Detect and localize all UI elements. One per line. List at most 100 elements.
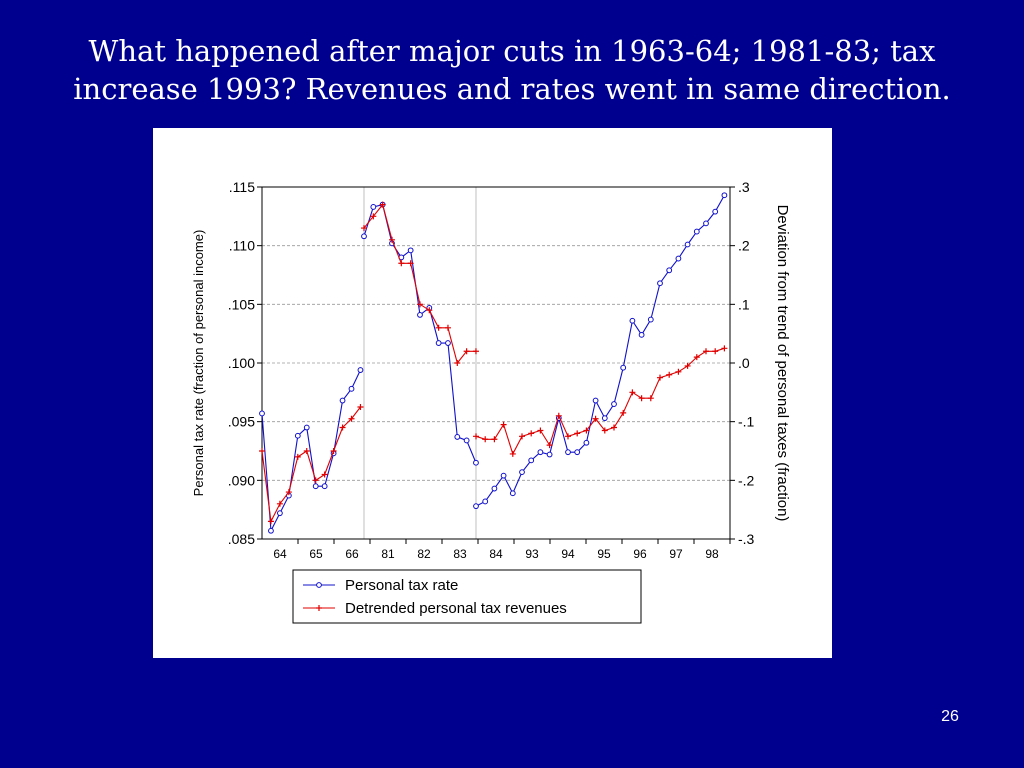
right-tick-label: .0 xyxy=(738,355,750,371)
detrended-revenue-point xyxy=(370,213,377,220)
detrended-revenue-point xyxy=(435,324,442,331)
tax-rate-point xyxy=(312,483,319,490)
detrended-revenue-point xyxy=(546,442,553,449)
detrended-revenue-point xyxy=(565,433,571,440)
tax-rate-point xyxy=(519,469,525,476)
detrended-revenue-point xyxy=(482,436,489,443)
tax-rate-point xyxy=(703,220,709,227)
detrended-revenue-point xyxy=(555,412,562,419)
detrended-revenue-point xyxy=(583,427,590,434)
tax-rate-point xyxy=(721,192,728,199)
page-number: 26 xyxy=(941,708,959,725)
tax-rate-line-segment xyxy=(475,194,725,507)
tax-rate-point xyxy=(348,385,355,392)
tax-rate-point xyxy=(592,397,599,404)
x-tick-label: 65 xyxy=(309,547,323,561)
tax-rate-point xyxy=(370,204,377,210)
detrended-revenue-point xyxy=(712,348,719,355)
x-tick-label: 95 xyxy=(597,547,611,561)
tax-rate-point xyxy=(339,397,346,404)
tax-rate-line-segment xyxy=(363,203,477,463)
legend-swatch-marker xyxy=(316,605,322,611)
chart-panel: .115 .110 .105 .100 .095 .090 .085 .3 .2 .1 .0 -.1 -… xyxy=(153,128,832,658)
tax-rate-point xyxy=(407,247,414,254)
x-tick-label: 81 xyxy=(381,547,395,561)
tax-rate-point xyxy=(546,451,553,458)
detrended-revenue-point xyxy=(620,409,627,416)
tax-rate-line-segment xyxy=(261,369,361,533)
tax-rate-point xyxy=(277,510,283,517)
detrended-revenue-point xyxy=(398,260,405,267)
detrended-revenue-point xyxy=(294,453,301,460)
tax-rate-point xyxy=(491,485,498,492)
detrended-revenue-point xyxy=(454,360,461,366)
detrended-revenue-point xyxy=(472,348,479,355)
tax-rate-point xyxy=(666,267,673,274)
detrended-revenue-point xyxy=(537,427,544,434)
detrended-revenue-point xyxy=(259,448,265,454)
tax-rate-point xyxy=(435,340,442,346)
tax-rate-point xyxy=(611,401,617,407)
tax-rate-point xyxy=(565,449,571,456)
right-tick-label: .1 xyxy=(738,296,750,312)
detrended-revenue-point xyxy=(721,345,728,352)
right-tick-label: -.3 xyxy=(738,531,755,547)
tax-rate-point xyxy=(268,527,274,534)
tax-rate-point xyxy=(638,331,645,338)
detrended-revenue-point xyxy=(647,395,654,402)
detrended-revenue-point xyxy=(519,433,525,440)
detrended-revenue-point xyxy=(276,500,283,507)
detrended-revenue-point xyxy=(330,448,337,454)
left-tick-label: .090 xyxy=(228,472,255,488)
detrended-revenue-point xyxy=(303,448,310,454)
tax-rate-point xyxy=(445,340,451,346)
right-axis-label: Deviation from trend of personal taxes (… xyxy=(774,205,791,522)
tax-rate-point xyxy=(482,498,489,505)
left-tick-label: .085 xyxy=(228,531,255,547)
tax-rate-point xyxy=(473,459,479,466)
detrended-revenue-point xyxy=(491,436,498,443)
x-tick-label: 96 xyxy=(633,547,647,561)
detrended-revenue-point xyxy=(267,518,274,525)
detrended-revenue-point xyxy=(657,374,663,381)
detrended-revenue-point xyxy=(339,424,346,431)
x-tick-label: 83 xyxy=(453,547,467,561)
left-axis-label: Personal tax rate (fraction of personal … xyxy=(191,230,206,497)
right-tick-label: .3 xyxy=(738,179,750,195)
slide-title-line-2: increase 1993? Revenues and rates went i… xyxy=(73,72,951,106)
tax-rate-point xyxy=(684,241,691,248)
detrended-revenue-point xyxy=(444,324,451,331)
tax-rate-point xyxy=(361,233,367,240)
detrended-revenue-point xyxy=(528,430,535,437)
x-tick-label: 98 xyxy=(705,547,719,561)
tax-rate-point xyxy=(620,364,627,371)
x-tick-label: 93 xyxy=(525,547,539,561)
legend-label: Detrended personal tax revenues xyxy=(345,600,567,617)
slide-title: What happened after major cuts in 1963-6… xyxy=(40,32,984,108)
right-tick-label: -.1 xyxy=(738,414,755,430)
detrended-revenue-line-segment xyxy=(363,203,476,365)
tax-rate-point xyxy=(303,424,310,431)
x-tick-label: 82 xyxy=(417,547,431,561)
x-tick-label: 97 xyxy=(669,547,683,561)
detrended-revenue-point xyxy=(416,301,423,308)
legend-swatch-marker xyxy=(316,582,322,588)
tax-rate-point xyxy=(417,311,423,318)
tax-rate-point xyxy=(294,432,301,439)
detrended-revenue-point xyxy=(509,450,516,457)
detrended-revenue-point xyxy=(348,415,355,422)
detrended-revenue-point xyxy=(463,348,470,355)
tax-rate-point xyxy=(574,449,581,456)
detrended-revenue-point xyxy=(357,404,364,410)
x-tick-label: 84 xyxy=(489,547,503,561)
legend-label: Personal tax rate xyxy=(345,577,458,594)
tax-rate-point xyxy=(454,434,461,440)
tax-rate-point xyxy=(528,457,535,464)
chart-svg: .115 .110 .105 .100 .095 .090 .085 .3 .2 .1 .0 -.1 -… xyxy=(191,179,791,624)
tax-rate-point xyxy=(647,316,654,323)
right-tick-label: -.2 xyxy=(738,472,755,488)
detrended-revenue-point xyxy=(592,415,599,422)
tax-rate-point xyxy=(500,472,507,479)
right-tick-label: .2 xyxy=(738,238,750,254)
legend-box xyxy=(292,569,642,624)
